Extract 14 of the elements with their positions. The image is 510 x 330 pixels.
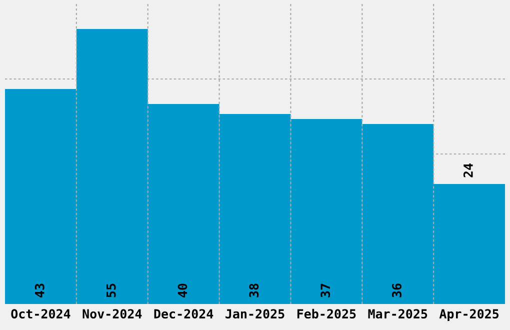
x-tick-label: Apr-2025 xyxy=(439,309,499,321)
x-tick-label: Nov-2024 xyxy=(82,309,142,319)
x-tick-label: Oct-2024 xyxy=(11,309,70,319)
x-tick-label: Jan-2025 xyxy=(226,309,284,319)
x-tick-label: Dec-2024 xyxy=(154,309,214,319)
data-label: 36 xyxy=(392,284,402,298)
data-label: 38 xyxy=(249,284,259,298)
x-tick-label: Feb-2025 xyxy=(297,308,356,319)
x-tick-label: Mar-2025 xyxy=(368,309,428,319)
data-label: 24 xyxy=(463,164,473,178)
data-label: 40 xyxy=(178,284,188,298)
data-label: 37 xyxy=(320,284,330,298)
data-label: 55 xyxy=(106,284,116,298)
data-label: 43 xyxy=(34,284,44,298)
